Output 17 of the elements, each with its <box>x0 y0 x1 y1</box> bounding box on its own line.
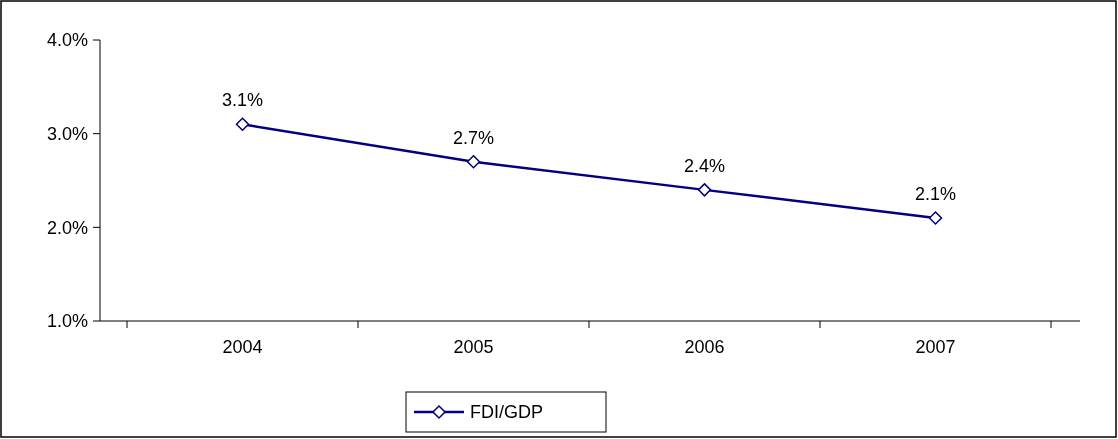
x-tick-label: 2004 <box>222 337 263 357</box>
x-tick-label: 2006 <box>684 337 725 357</box>
x-tick-label: 2007 <box>915 337 956 357</box>
point <box>697 183 712 197</box>
y-tick-label: 4.0% <box>46 30 88 51</box>
text: 2.1% <box>914 183 957 204</box>
y-tick-label: 3.0% <box>46 123 88 144</box>
point <box>235 117 250 132</box>
text: 2.4% <box>683 155 726 176</box>
legend-label: FDI/GDP <box>470 402 544 423</box>
y-tick-label: 2.0% <box>46 217 88 238</box>
x-tick-label: 2005 <box>453 337 494 357</box>
point <box>466 155 481 169</box>
text: 2.7% <box>452 127 495 148</box>
text: 3.1% <box>221 90 264 111</box>
point <box>928 211 943 225</box>
y-tick-label: 1.0% <box>46 311 88 332</box>
